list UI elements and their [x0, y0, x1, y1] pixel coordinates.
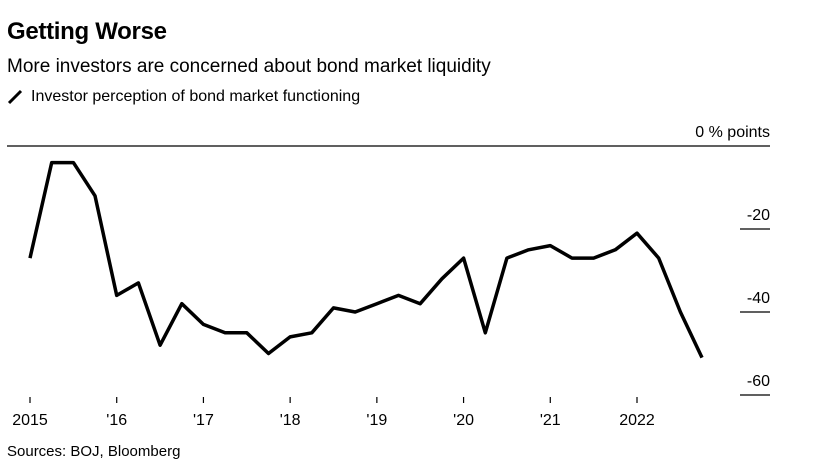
y-tick-label: 0 % points [695, 124, 770, 141]
chart-subtitle: More investors are concerned about bond … [7, 56, 491, 77]
x-tick-label: '21 [540, 412, 561, 429]
x-tick-label: '19 [366, 412, 387, 429]
y-tick-label: -20 [747, 207, 770, 224]
x-tick-label: '17 [193, 412, 214, 429]
source-note: Sources: BOJ, Bloomberg [7, 443, 181, 460]
series-layer [28, 160, 704, 359]
chart-title: Getting Worse [7, 18, 167, 45]
x-tick-label: 2022 [619, 412, 655, 429]
x-tick-label: 2015 [12, 412, 48, 429]
x-tick-label: '16 [106, 412, 127, 429]
y-tick-label: -40 [747, 290, 770, 307]
x-tick-label: '18 [280, 412, 301, 429]
legend-label: Investor perception of bond market funct… [31, 88, 361, 105]
legend-line-icon [7, 89, 23, 105]
axis-layer: 0 % points -20 -40 -60 2015 '16 '17 '18 '19 '20 '2… [7, 124, 770, 429]
series-line [28, 160, 704, 359]
y-tick-label: -60 [747, 373, 770, 390]
legend: Investor perception of bond market funct… [7, 88, 360, 106]
x-tick-label: '20 [453, 412, 474, 429]
